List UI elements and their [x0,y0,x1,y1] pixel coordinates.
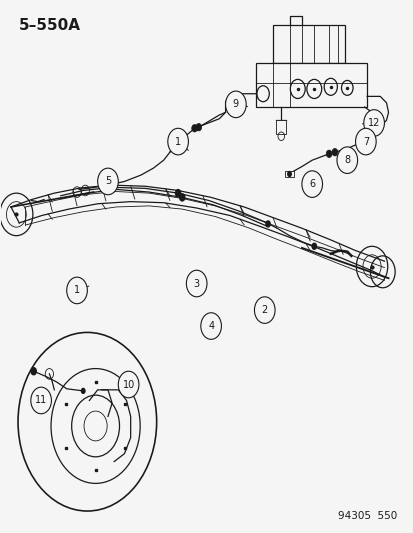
Circle shape [225,91,246,118]
Circle shape [66,277,87,304]
Circle shape [363,110,384,136]
Text: 94305  550: 94305 550 [337,511,396,521]
Text: 5: 5 [104,176,111,187]
Circle shape [286,171,291,177]
Circle shape [336,147,357,173]
Circle shape [325,150,331,158]
Circle shape [200,313,221,340]
Text: 2: 2 [261,305,267,315]
Bar [275,120,285,134]
Circle shape [331,149,337,156]
Text: 11: 11 [35,395,47,406]
Bar [255,63,366,107]
Circle shape [167,128,188,155]
Circle shape [18,333,156,511]
Text: 1: 1 [175,136,181,147]
Circle shape [186,270,206,297]
Text: 6: 6 [309,179,315,189]
Circle shape [81,387,85,394]
Text: 1: 1 [74,286,80,295]
Circle shape [265,220,270,228]
Text: 4: 4 [208,321,214,331]
Bar [285,171,294,177]
Circle shape [31,387,51,414]
Bar [272,25,344,63]
Circle shape [174,189,181,197]
Text: 3: 3 [193,279,199,288]
Circle shape [311,243,316,250]
Circle shape [191,125,197,132]
Circle shape [254,297,274,324]
Text: 12: 12 [367,118,380,128]
Circle shape [195,124,201,131]
Circle shape [118,371,139,398]
Text: 9: 9 [232,99,238,109]
Circle shape [301,171,322,197]
Circle shape [178,193,185,201]
Text: 5–550A: 5–550A [19,18,81,33]
Circle shape [97,168,118,195]
Text: 10: 10 [122,379,134,390]
Circle shape [355,128,375,155]
Text: 7: 7 [362,136,368,147]
Circle shape [30,367,37,375]
Text: 8: 8 [343,155,349,165]
